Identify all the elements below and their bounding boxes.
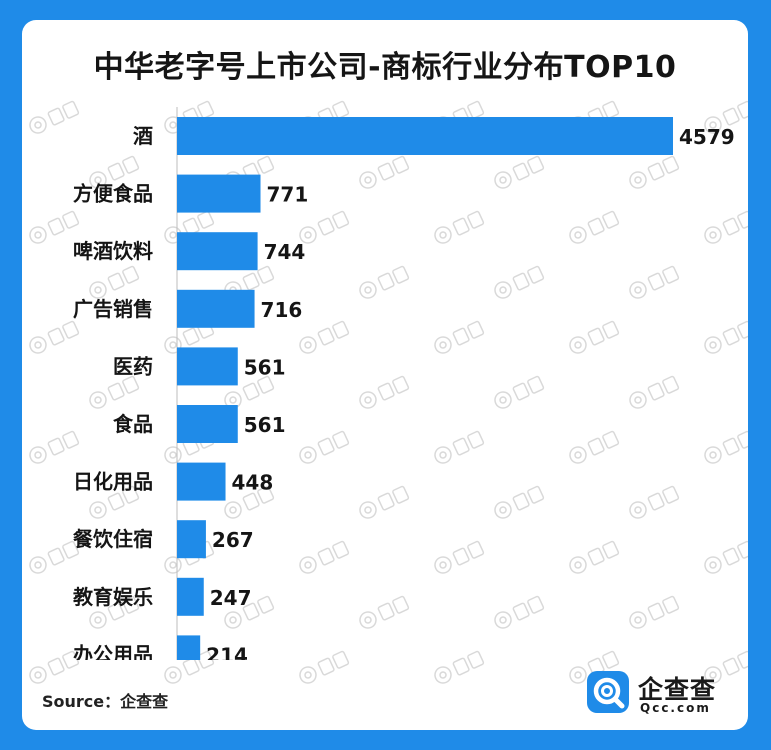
category-label: 医药 <box>113 354 153 378</box>
chart-title: 中华老字号上市公司-商标行业分布TOP10 <box>93 50 677 85</box>
data-label: 448 <box>232 471 274 495</box>
bar <box>177 347 238 386</box>
bar <box>177 405 238 443</box>
brand-domain: Qcc.com <box>640 701 711 715</box>
bar-chart: 酒 4579 方便食品 771 啤酒饮料 744 广告销售 716 医药 561 食品 561 日化用品… <box>73 107 735 660</box>
category-label: 方便食品 <box>73 182 153 206</box>
source-note: Source：企查查 <box>42 692 169 711</box>
chart-card: 中华老字号上市公司-商标行业分布TOP10 酒 4579 方便食品 771 啤酒饮料 74… <box>22 20 748 730</box>
brand-logo: 企查查 Qcc.com <box>586 670 736 716</box>
category-label: 酒 <box>133 124 153 148</box>
data-label: 771 <box>267 183 309 207</box>
bar <box>177 520 206 559</box>
category-label: 食品 <box>113 412 153 436</box>
category-label: 餐饮住宿 <box>73 527 153 551</box>
data-label: 716 <box>261 298 303 322</box>
qcc-magnifier-logo-icon <box>587 671 629 713</box>
data-label: 247 <box>210 586 252 610</box>
brand-name: 企查查 <box>638 675 717 704</box>
category-label: 啤酒饮料 <box>73 239 153 263</box>
category-label: 日化用品 <box>73 470 153 494</box>
bar <box>177 174 261 213</box>
data-label: 561 <box>244 413 286 437</box>
bar <box>177 635 201 660</box>
category-label: 广告销售 <box>73 297 153 321</box>
data-label: 267 <box>212 528 254 552</box>
bar <box>177 117 673 155</box>
category-label: 教育娱乐 <box>73 585 153 609</box>
bar <box>177 289 255 328</box>
bar <box>177 577 204 616</box>
data-label: 744 <box>264 240 306 264</box>
bar <box>177 232 258 271</box>
data-label: 214 <box>206 643 248 660</box>
data-label: 4579 <box>679 125 735 149</box>
category-label: 办公用品 <box>73 642 153 660</box>
bar <box>177 462 226 501</box>
data-label: 561 <box>244 355 286 379</box>
